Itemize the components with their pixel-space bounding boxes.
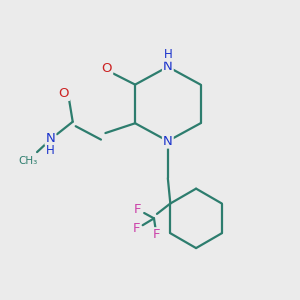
Text: N: N <box>163 60 173 73</box>
Text: H: H <box>164 48 172 61</box>
Text: O: O <box>58 87 69 100</box>
Text: N: N <box>163 135 173 148</box>
Text: F: F <box>134 203 141 216</box>
Text: N: N <box>46 132 55 145</box>
Text: CH₃: CH₃ <box>19 156 38 166</box>
Text: F: F <box>153 228 161 241</box>
Text: F: F <box>132 222 140 235</box>
Text: H: H <box>46 144 55 158</box>
Text: O: O <box>102 62 112 75</box>
